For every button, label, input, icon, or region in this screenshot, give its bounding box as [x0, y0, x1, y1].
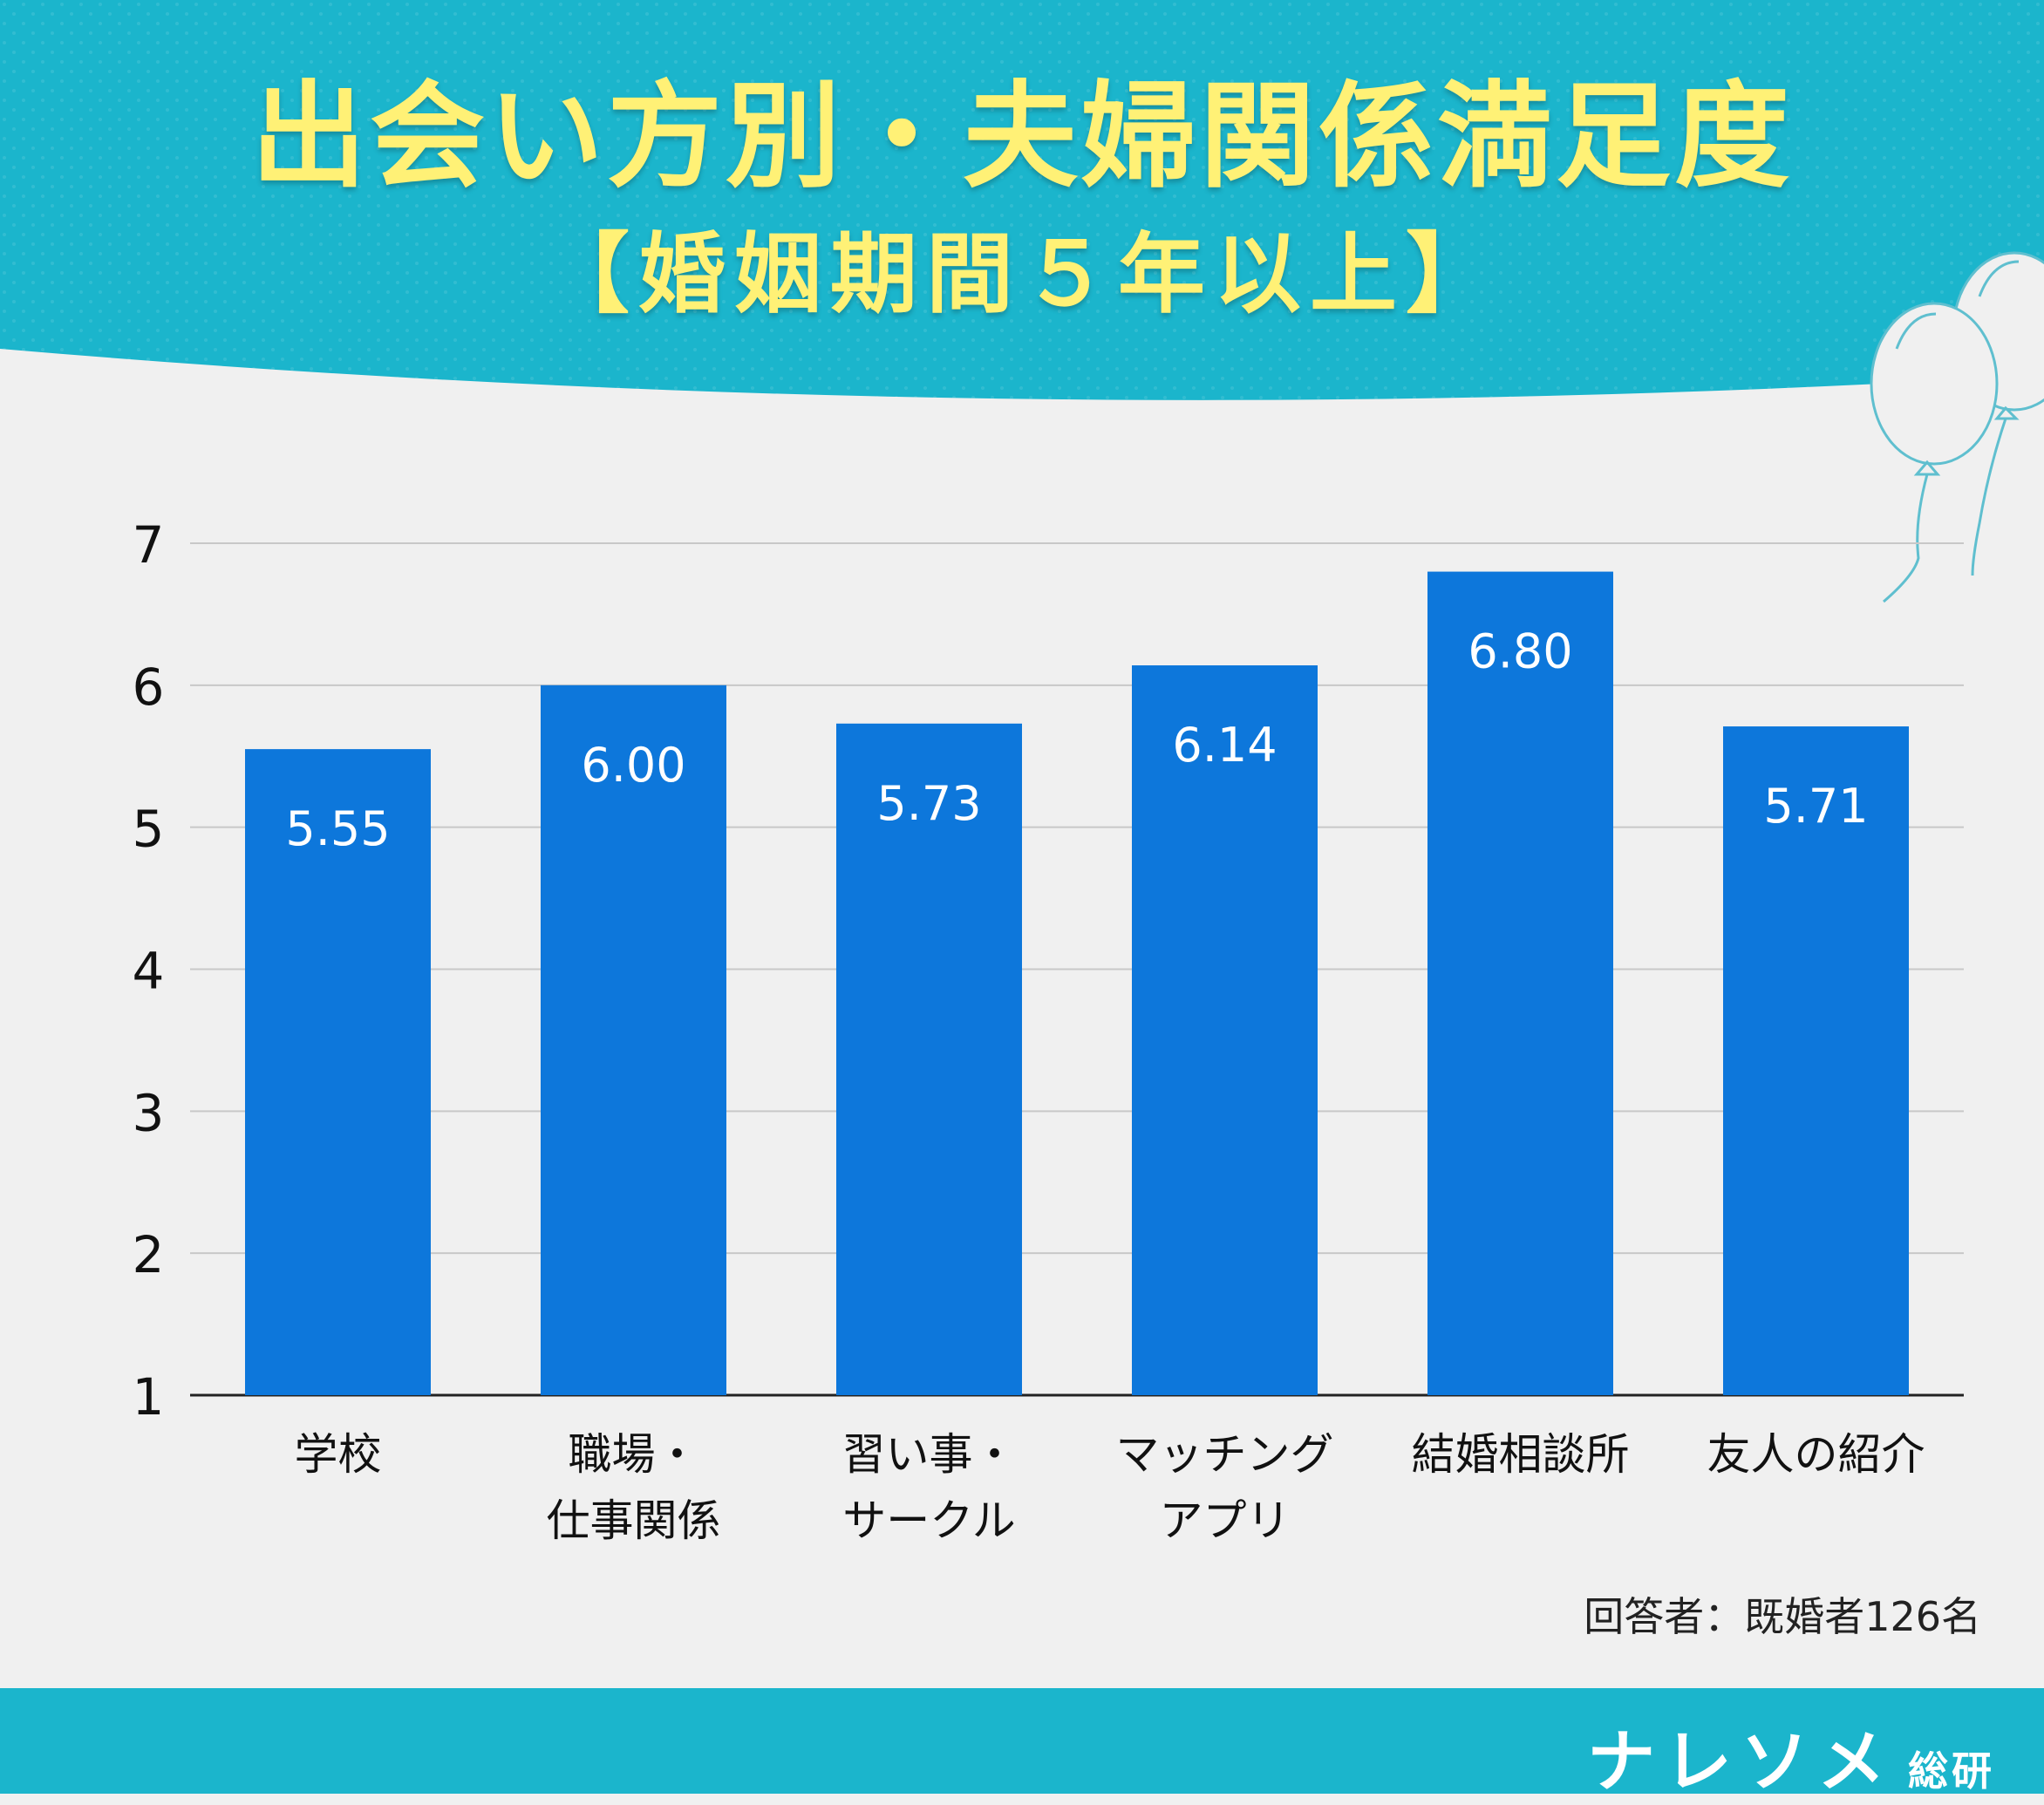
x-tick-label: マッチング	[1116, 1429, 1334, 1480]
bar	[1132, 665, 1318, 1395]
bar	[1427, 571, 1613, 1395]
brand-name: ナレソメ	[1586, 1723, 1894, 1802]
bar-value-label: 5.73	[876, 776, 981, 831]
y-tick-label: 5	[133, 800, 165, 859]
y-tick-label: 6	[133, 657, 165, 717]
respondents-note: 回答者：既婚者126名	[1584, 1593, 1981, 1640]
x-tick-label: 学校	[295, 1429, 382, 1480]
bar-value-label: 6.80	[1468, 624, 1572, 679]
bar	[1723, 726, 1909, 1395]
y-tick-label: 7	[133, 515, 165, 575]
bar-value-label: 5.71	[1763, 779, 1868, 834]
footer-bar	[0, 1688, 2044, 1794]
x-tick-label: アプリ	[1160, 1495, 1291, 1546]
x-tick-label: 習い事・	[842, 1429, 1017, 1480]
bar-value-label: 6.14	[1172, 718, 1277, 773]
y-tick-label: 1	[133, 1367, 165, 1427]
x-tick-label: サークル	[842, 1495, 1016, 1546]
x-tick-label: 友人の紹介	[1707, 1429, 1925, 1480]
chart-title: 出会い方別・夫婦関係満足度	[251, 70, 1793, 204]
brand-suffix: 総研	[1908, 1747, 1995, 1795]
bar	[541, 685, 726, 1395]
chart-subtitle: 【婚姻期間５年以上】	[542, 223, 1502, 325]
y-tick-label: 2	[133, 1225, 165, 1284]
bar	[245, 749, 431, 1395]
balloons-icon	[1870, 251, 2044, 603]
y-tick-label: 4	[133, 942, 165, 1001]
bar	[836, 723, 1022, 1395]
x-tick-label: 仕事関係	[547, 1495, 721, 1546]
x-tick-label: 職場・	[569, 1429, 699, 1480]
bar-value-label: 6.00	[581, 738, 685, 793]
y-tick-label: 3	[133, 1083, 165, 1142]
brand-logo: ナレソメ 総研	[1587, 1707, 1995, 1805]
bar-value-label: 5.55	[285, 801, 390, 856]
x-tick-label: 結婚相談所	[1412, 1429, 1630, 1480]
